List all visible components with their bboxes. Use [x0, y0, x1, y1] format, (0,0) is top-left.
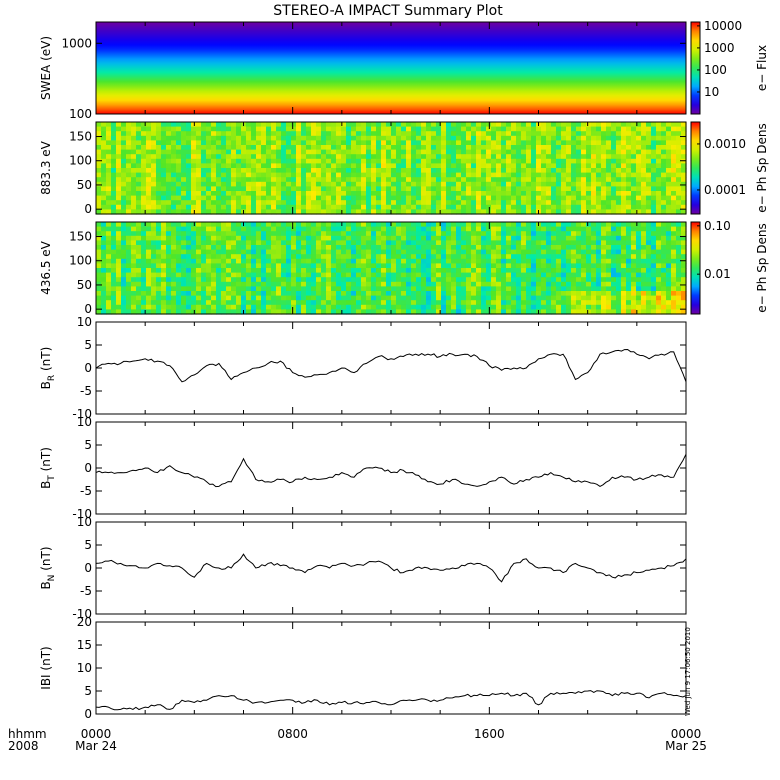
series-line-7 — [95, 690, 687, 711]
colorbar-tick-label: 0.0001 — [704, 183, 746, 197]
time-tick-label: 0000 — [671, 727, 702, 741]
y-tick-label: -5 — [80, 484, 92, 498]
time-tick-date-label: Mar 24 — [75, 739, 117, 753]
panel-1: 10 100 1000 10000 e− Flux 100 1000 SWEA (eV) — [39, 19, 769, 121]
colorbar-label: e− Flux — [755, 45, 769, 91]
colorbar-1 — [690, 21, 701, 115]
pitch-angle-spectrogram-2 — [96, 222, 687, 315]
y-tick-label: 150 — [69, 230, 92, 244]
y-tick-label: 5 — [84, 538, 92, 552]
series-line-6 — [95, 553, 687, 583]
y-axis-label: BN (nT) — [39, 546, 57, 589]
time-axis-row-label-year: 2008 — [8, 739, 39, 753]
series-line-4 — [95, 348, 687, 383]
colorbar-tick-label: 10 — [704, 85, 719, 99]
y-tick-label: -5 — [80, 584, 92, 598]
colorbar-tick-label: 10000 — [704, 19, 742, 33]
pitch-angle-spectrogram-1 — [96, 122, 687, 215]
y-axis-label: 883.3 eV — [39, 140, 53, 195]
y-tick-label: 20 — [77, 615, 92, 629]
colorbar-tick-label: 1000 — [704, 41, 735, 55]
y-tick-label: 150 — [69, 130, 92, 144]
panel-6: BN (nT) -10 -5 0 5 10 — [39, 515, 687, 621]
panel-2: 0.0001 0.0010 e− Ph Sp Dens 0 50 100 150 883.3 … — [39, 121, 769, 216]
y-tick-label: 0 — [84, 361, 92, 375]
colorbar-tick-label: 0.10 — [704, 219, 731, 233]
panel-3: 0.01 0.10 e− Ph Sp Dens 0 50 100 150 436.5 eV — [39, 219, 769, 316]
y-tick-label: 10 — [77, 415, 92, 429]
colorbar-tick-label: 0.0010 — [704, 137, 746, 151]
y-tick-label: 5 — [84, 338, 92, 352]
y-axis-label: SWEA (eV) — [39, 36, 53, 100]
plot-title: STEREO-A IMPACT Summary Plot — [273, 3, 503, 19]
y-tick-label: 50 — [77, 278, 92, 292]
colorbar-tick-label: 0.01 — [704, 267, 731, 281]
y-tick-label: 15 — [77, 638, 92, 652]
panel-7: IBI (nT) 0 5 10 15 20 — [39, 615, 687, 721]
y-tick-label: 0 — [84, 461, 92, 475]
y-tick-label: 50 — [77, 178, 92, 192]
colorbar-label: e− Ph Sp Dens — [755, 223, 769, 312]
y-tick-label: 10 — [77, 661, 92, 675]
panel-frame — [95, 321, 687, 415]
y-axis-label: BR (nT) — [39, 347, 57, 390]
y-tick-label: -10 — [72, 607, 92, 621]
swea-spectrogram — [96, 22, 686, 114]
panel-4: BR (nT) -10 -5 0 5 10 — [39, 315, 687, 421]
y-tick-label: 1000 — [61, 36, 92, 50]
y-axis-label: BT (nT) — [39, 447, 57, 489]
panel-frame — [95, 621, 687, 715]
y-tick-label: 0 — [84, 561, 92, 575]
panel-frame — [95, 421, 687, 515]
panel-5: BT (nT) -10 -5 0 5 10 — [39, 415, 687, 521]
y-tick-label: 100 — [69, 254, 92, 268]
y-tick-label: 5 — [84, 438, 92, 452]
y-tick-label: 10 — [77, 315, 92, 329]
y-tick-label: -10 — [72, 507, 92, 521]
y-axis-label: 436.5 eV — [39, 240, 53, 295]
time-axis-row-label-hhmm: hhmm — [8, 727, 47, 741]
y-tick-label: 10 — [77, 515, 92, 529]
colorbar-2 — [690, 121, 701, 215]
y-tick-label: -10 — [72, 407, 92, 421]
time-tick-label: 1600 — [474, 727, 505, 741]
y-tick-label: -5 — [80, 384, 92, 398]
colorbar-tick-label: 100 — [704, 63, 727, 77]
series-line-5 — [95, 453, 687, 488]
y-tick-label: 0 — [84, 302, 92, 316]
generation-timestamp: Wed Jun 9 17:06:50 2010 — [684, 627, 692, 716]
y-tick-label: 0 — [84, 707, 92, 721]
colorbar-label: e− Ph Sp Dens — [755, 123, 769, 212]
y-tick-label: 5 — [84, 684, 92, 698]
y-tick-label: 100 — [69, 107, 92, 121]
time-tick-label: 0800 — [277, 727, 308, 741]
y-axis-label: IBI (nT) — [39, 646, 53, 689]
time-tick-label: 0000 — [81, 727, 112, 741]
colorbar-3 — [690, 221, 701, 315]
y-tick-label: 0 — [84, 202, 92, 216]
y-tick-label: 100 — [69, 154, 92, 168]
time-tick-date-label: Mar 25 — [665, 739, 707, 753]
